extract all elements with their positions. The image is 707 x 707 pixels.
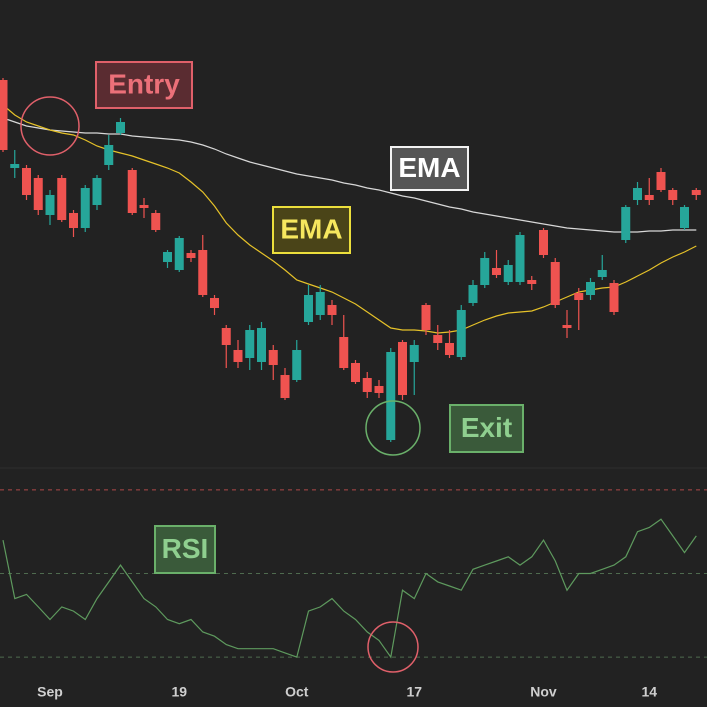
candle-body: [10, 164, 20, 168]
candle-body: [468, 285, 478, 303]
candle-body: [233, 350, 243, 362]
candle-body: [691, 190, 701, 195]
candle-body: [656, 172, 666, 190]
ema-fast-box: [272, 206, 351, 254]
candle-body: [539, 230, 548, 255]
candle-body: [92, 178, 102, 205]
candle-body: [456, 310, 466, 357]
candle-body: [80, 188, 90, 228]
candle-body: [480, 258, 490, 285]
candle-body: [163, 252, 172, 262]
candle-body: [339, 337, 349, 368]
candle-body: [280, 375, 290, 398]
candle-body: [668, 190, 678, 200]
x-tick-label: Sep: [37, 684, 63, 700]
ema-line: [2, 104, 697, 334]
entry-circle: [20, 96, 80, 156]
candle-body: [210, 298, 219, 308]
x-tick-label: 14: [641, 684, 657, 700]
candle-body: [104, 145, 114, 165]
candle-body: [433, 335, 443, 343]
candle-body: [151, 213, 161, 230]
candle-body: [198, 250, 208, 295]
x-axis: Sep 19 Oct 17 Nov 14: [37, 684, 657, 700]
candle-body: [515, 235, 525, 282]
candle-body: [174, 238, 184, 270]
rsi-levels: [0, 489, 707, 658]
candle-body: [644, 195, 654, 200]
candle-body: [45, 195, 55, 215]
candles: [0, 78, 701, 442]
candle-body: [574, 293, 584, 300]
annotations: Entry EMA EMA Exit RSI: [20, 61, 524, 673]
candle-body: [304, 295, 313, 322]
rsi-circle: [367, 621, 419, 673]
x-tick-label: 17: [406, 684, 422, 700]
ema-slow-box: [390, 146, 469, 191]
candle-body: [257, 328, 266, 362]
exit-circle: [365, 400, 421, 456]
rsi-label: RSI: [162, 533, 209, 564]
candle-body: [327, 305, 337, 315]
candle-body: [315, 292, 325, 315]
candle-body: [633, 188, 642, 200]
candle-body: [139, 205, 149, 208]
candle-body: [221, 328, 231, 345]
rsi-line: [2, 518, 697, 659]
exit-label: Exit: [461, 412, 512, 443]
candle-body: [0, 80, 8, 150]
candle-body: [492, 268, 501, 275]
candle-body: [527, 280, 537, 284]
exit-box: [449, 404, 524, 453]
rsi-box: [154, 525, 216, 574]
candle-body: [586, 282, 595, 295]
candle-body: [57, 178, 67, 220]
candle-body: [621, 207, 631, 240]
ema-line: [2, 117, 697, 233]
entry-box: [95, 61, 193, 109]
candle-body: [362, 378, 372, 392]
candle-body: [550, 262, 560, 305]
candle-body: [386, 352, 396, 440]
candle-body: [33, 178, 43, 210]
candle-body: [186, 253, 196, 258]
candle-body: [409, 345, 419, 362]
candle-body: [127, 170, 137, 213]
candle-body: [597, 270, 607, 277]
x-tick-label: 19: [171, 684, 187, 700]
x-tick-label: Nov: [530, 684, 557, 700]
ema-lines: [2, 104, 697, 334]
candle-body: [421, 305, 431, 330]
candle-body: [503, 265, 513, 282]
candle-body: [374, 386, 384, 393]
ema-fast-label: EMA: [280, 213, 342, 244]
candle-body: [116, 122, 125, 133]
ema-slow-label: EMA: [398, 152, 460, 183]
candle-body: [22, 168, 31, 195]
x-tick-label: Oct: [285, 684, 309, 700]
rsi-pane: [2, 518, 697, 659]
candle-body: [680, 207, 689, 228]
candle-body: [351, 363, 360, 382]
candle-body: [69, 213, 78, 228]
candle-body: [268, 350, 278, 365]
candle-body: [398, 342, 407, 395]
candle-body: [292, 350, 302, 380]
candle-body: [562, 325, 572, 328]
candle-body: [609, 283, 619, 312]
candle-body: [245, 330, 255, 358]
entry-label: Entry: [108, 68, 180, 99]
candle-body: [445, 343, 454, 355]
